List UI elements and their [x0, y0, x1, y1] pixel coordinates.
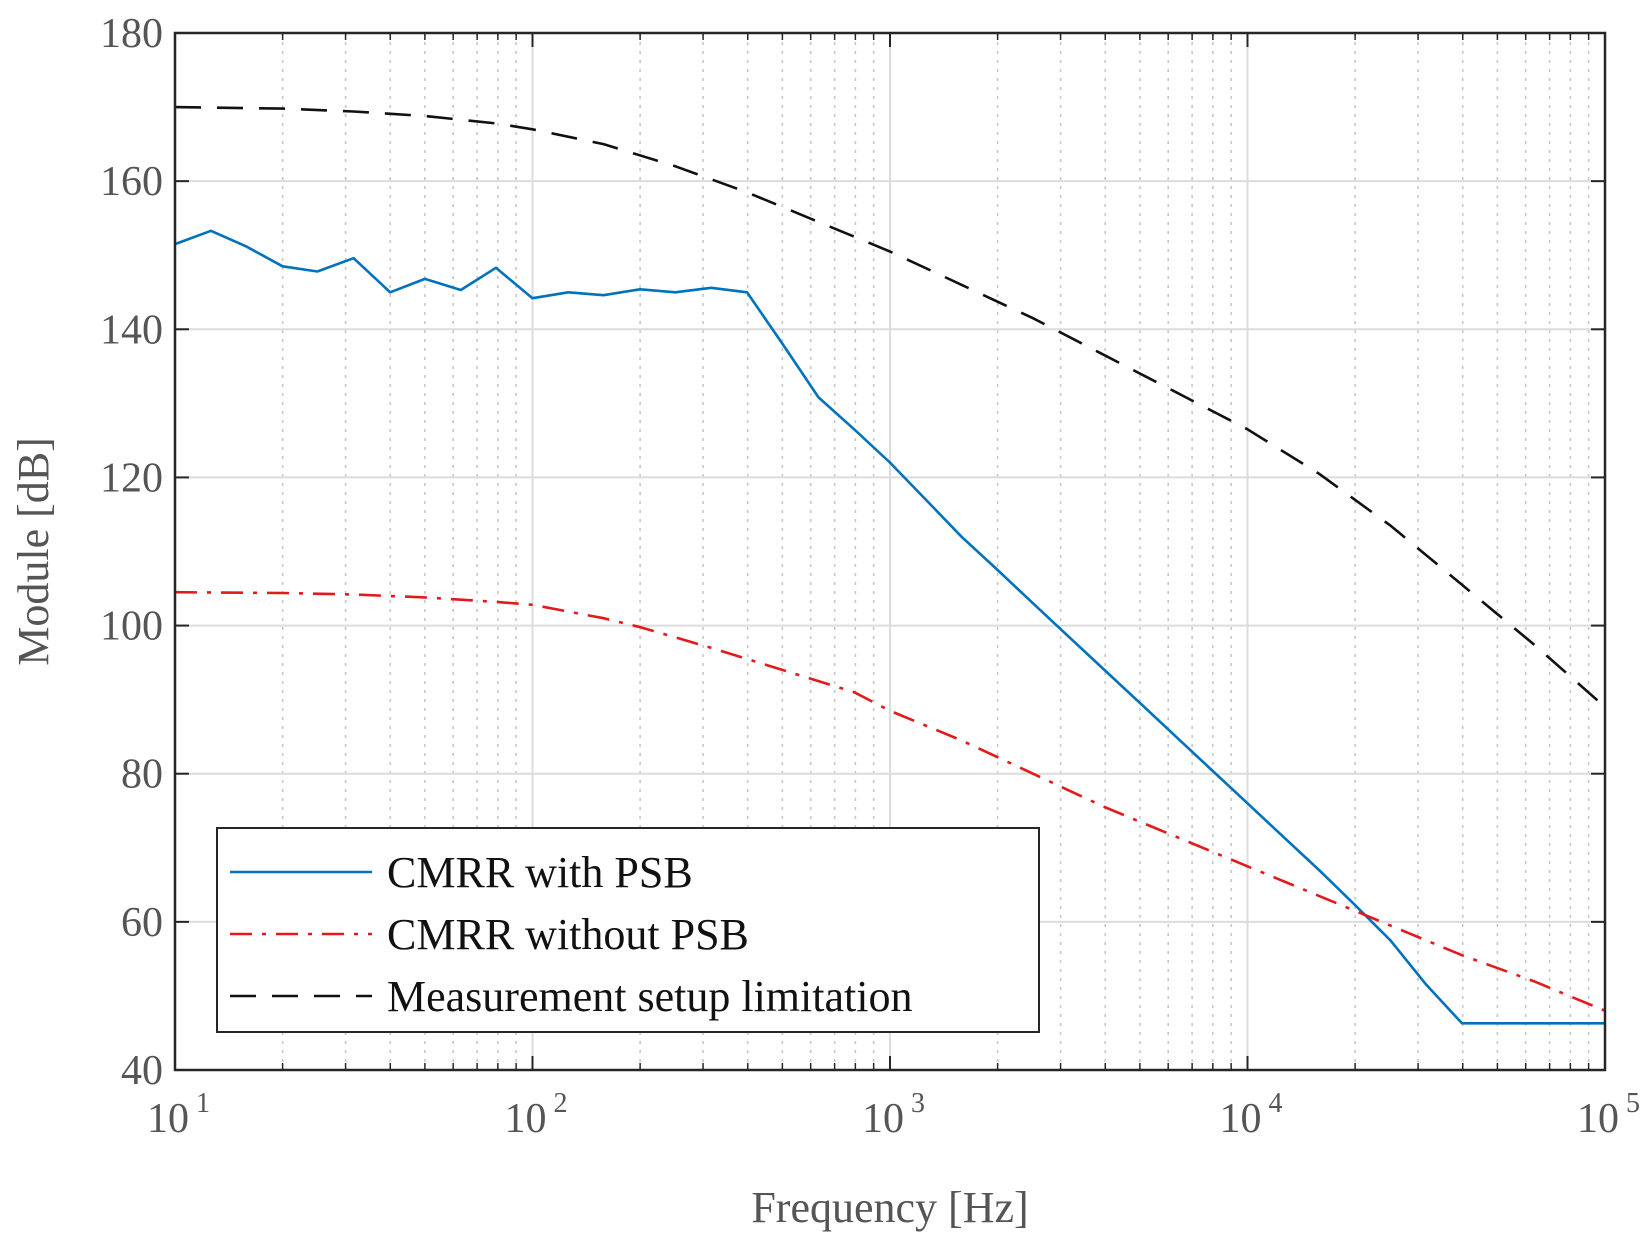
y-tick-label: 100: [100, 604, 163, 650]
x-tick-label: 10: [862, 1096, 904, 1142]
legend-label: CMRR with PSB: [387, 848, 693, 897]
x-tick-exponent: 3: [911, 1088, 925, 1119]
y-tick-label: 160: [100, 159, 163, 205]
x-tick-label: 10: [1220, 1096, 1262, 1142]
y-tick-label: 120: [100, 455, 163, 501]
x-tick-label: 10: [1577, 1096, 1619, 1142]
y-tick-label: 40: [121, 1048, 163, 1094]
x-tick-exponent: 4: [1269, 1088, 1283, 1119]
x-tick-exponent: 2: [554, 1088, 568, 1119]
legend-box: [216, 827, 1040, 1033]
legend-label: Measurement setup limitation: [387, 972, 912, 1021]
y-tick-label: 140: [100, 307, 163, 353]
legend-label: CMRR without PSB: [387, 910, 749, 959]
y-axis-title: Module [dB]: [9, 437, 58, 666]
y-tick-label: 180: [100, 11, 163, 57]
x-tick-label: 10: [505, 1096, 547, 1142]
legend: CMRR with PSB CMRR without PSB Measurement…: [216, 827, 1040, 1033]
series-line: [174, 590, 1606, 1012]
x-tick-label: 10: [147, 1096, 189, 1142]
y-tick-label: 60: [121, 900, 163, 946]
y-tick-label: 80: [121, 752, 163, 798]
series-line: [174, 105, 1606, 708]
series-layer: [174, 105, 1606, 1025]
x-axis-title: Frequency [Hz]: [751, 1183, 1028, 1232]
x-tick-exponent: 5: [1626, 1088, 1640, 1119]
x-tick-exponent: 1: [196, 1088, 210, 1119]
